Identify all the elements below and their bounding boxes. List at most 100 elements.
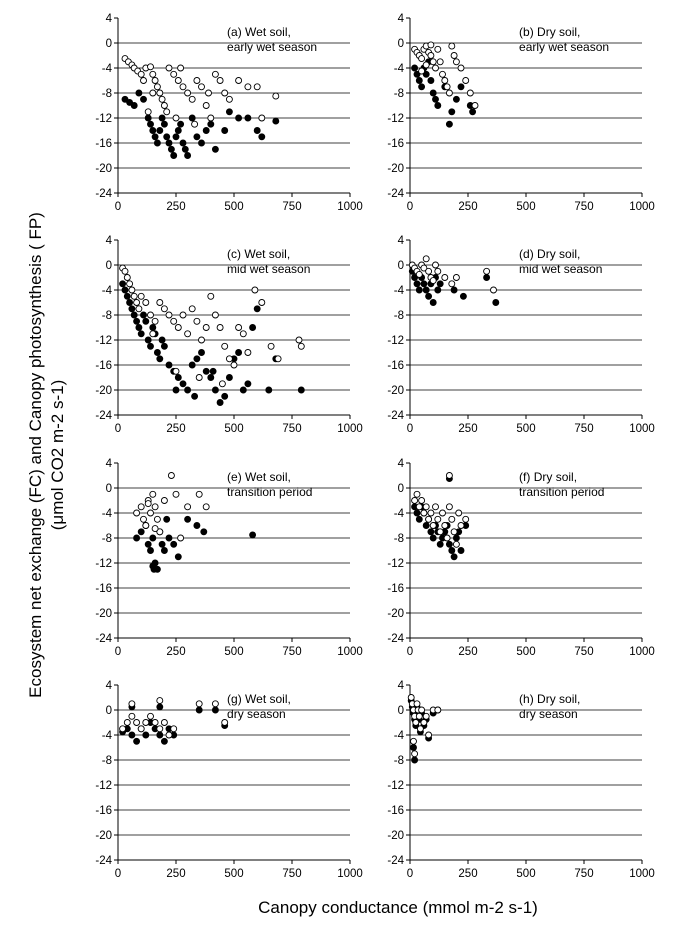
filled-point	[179, 139, 187, 147]
filled-point	[149, 324, 157, 331]
filled-point	[193, 355, 201, 363]
open-point	[418, 55, 426, 63]
filled-point	[135, 324, 143, 331]
y-tick-label: -24	[387, 188, 404, 200]
filled-point	[167, 145, 175, 153]
open-point	[149, 70, 157, 78]
open-point	[244, 83, 252, 91]
x-tick-label: 250	[458, 868, 477, 880]
y-tick-label: -4	[394, 63, 405, 75]
filled-point	[413, 280, 421, 288]
filled-point	[191, 392, 199, 400]
panel-f: 40-4-8-12-16-20-240 250 500 750 1000(f) Dry …	[387, 458, 654, 658]
open-point	[420, 509, 428, 517]
open-point	[450, 52, 458, 59]
panel-annotation-line1: (h) Dry soil,	[519, 692, 580, 706]
x-tick-label: 500	[224, 868, 243, 880]
y-tick-label: -16	[95, 360, 112, 372]
y-tick-label: -12	[95, 780, 112, 792]
open-point	[443, 83, 451, 91]
x-tick-label: 750	[574, 423, 593, 435]
open-point	[211, 70, 219, 78]
open-point	[439, 70, 446, 78]
filled-point	[170, 540, 178, 548]
y-tick-label: -4	[394, 730, 405, 742]
filled-point	[235, 114, 243, 122]
open-point	[416, 725, 424, 733]
filled-point	[174, 127, 182, 134]
filled-point	[422, 70, 430, 78]
open-point	[195, 490, 203, 498]
open-point	[434, 515, 442, 523]
filled-point	[188, 361, 196, 369]
panel-h: 40-4-8-12-16-20-240 250 500 750 1000(h) Dry …	[387, 680, 654, 880]
x-tick-label: 500	[224, 423, 243, 435]
open-point	[174, 77, 182, 84]
filled-point	[153, 139, 161, 147]
open-point	[415, 270, 423, 278]
open-point	[147, 712, 154, 720]
filled-point	[133, 317, 141, 325]
open-point	[158, 95, 166, 103]
y-tick-label: 0	[106, 260, 112, 272]
open-point	[165, 64, 173, 72]
y-tick-label: -16	[387, 360, 404, 372]
open-point	[427, 41, 435, 49]
open-point	[172, 367, 180, 375]
filled-point	[181, 145, 189, 153]
y-tick-label: -24	[95, 188, 112, 200]
open-point	[441, 274, 449, 281]
filled-point	[415, 515, 423, 523]
open-point	[137, 292, 145, 300]
filled-point	[130, 102, 138, 109]
open-point	[244, 349, 252, 356]
open-point	[422, 503, 430, 511]
open-point	[452, 274, 460, 281]
filled-point	[137, 528, 145, 536]
open-point	[191, 120, 199, 128]
open-point	[140, 515, 147, 523]
y-tick-label: -24	[387, 855, 404, 867]
filled-point	[184, 152, 192, 159]
open-point	[448, 280, 456, 288]
y-axis-label-line2: (μmol CO2 m-2 s-1)	[48, 380, 67, 531]
open-point	[452, 540, 460, 548]
open-point	[457, 64, 465, 72]
open-point	[156, 528, 164, 536]
y-tick-label: -20	[387, 385, 404, 397]
filled-point	[188, 114, 196, 122]
filled-point	[221, 392, 229, 400]
x-tick-label: 1000	[337, 646, 363, 658]
y-tick-label: -12	[387, 780, 404, 792]
x-tick-label: 0	[407, 423, 413, 435]
open-point	[147, 63, 154, 71]
filled-point	[156, 731, 164, 739]
y-tick-label: -8	[394, 533, 404, 545]
filled-point	[165, 361, 173, 369]
filled-point	[211, 386, 219, 394]
x-tick-label: 250	[166, 646, 185, 658]
open-point	[452, 58, 460, 66]
x-tick-label: 500	[516, 646, 535, 658]
filled-point	[202, 127, 210, 134]
y-tick-label: -20	[95, 830, 112, 842]
open-point	[177, 64, 185, 72]
open-point	[445, 89, 453, 97]
filled-point	[410, 744, 417, 751]
filled-point	[253, 305, 261, 313]
y-tick-label: -4	[102, 63, 113, 75]
open-point	[422, 61, 430, 69]
x-tick-label: 0	[407, 201, 413, 213]
open-point	[418, 706, 426, 714]
filled-point	[448, 108, 456, 116]
open-point	[163, 108, 171, 116]
open-point	[450, 528, 458, 536]
x-tick-label: 500	[516, 201, 535, 213]
filled-point	[411, 756, 419, 764]
filled-point	[156, 127, 164, 134]
filled-point	[128, 731, 136, 739]
open-point	[457, 522, 465, 529]
panel-annotation-line2: mid wet season	[227, 262, 310, 276]
y-tick-label: -16	[387, 805, 404, 817]
panel-e: 40-4-8-12-16-20-240 250 500 750 1000(e) Wet …	[95, 458, 362, 658]
